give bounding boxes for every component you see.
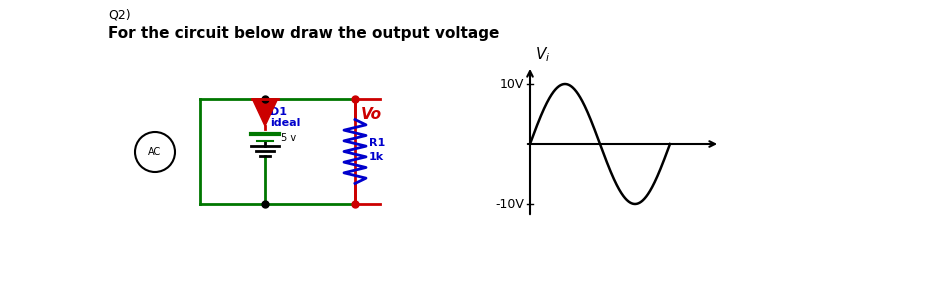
Text: -10V: -10V [495,198,524,210]
Text: ideal: ideal [270,118,301,128]
Text: R1: R1 [369,139,386,148]
Text: D1: D1 [270,107,287,117]
Text: Q2): Q2) [108,9,130,22]
Text: $V_i$: $V_i$ [535,45,550,64]
Text: 1k: 1k [369,153,384,163]
Text: AC: AC [149,147,162,157]
Polygon shape [252,99,278,126]
Text: 10V: 10V [500,78,524,91]
Text: Vo: Vo [361,107,382,122]
Text: 5 v: 5 v [281,133,296,143]
Text: For the circuit below draw the output voltage: For the circuit below draw the output vo… [108,26,500,41]
